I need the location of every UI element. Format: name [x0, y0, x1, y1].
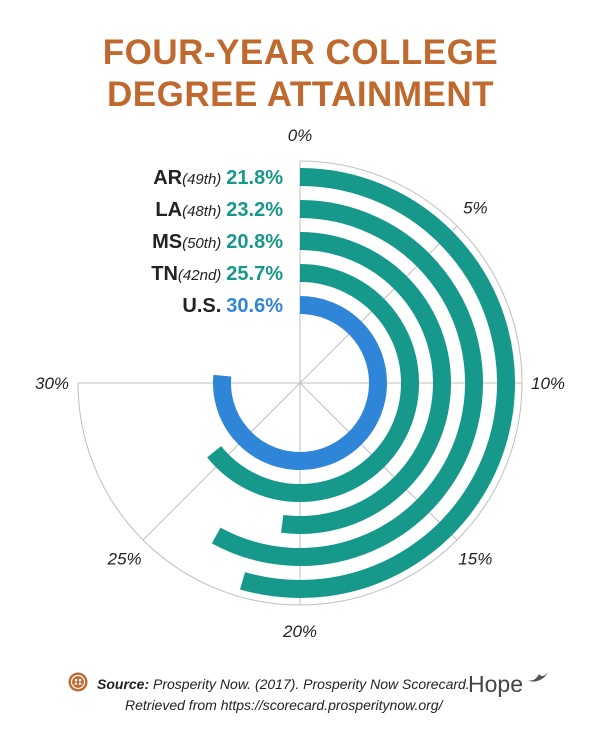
series-label: MS(50th) 20.8%: [152, 231, 283, 253]
tick-label: 25%: [107, 549, 142, 568]
series-name: MS: [152, 231, 182, 253]
chart-bars: [207, 168, 515, 598]
title-line-1: FOUR-YEAR COLLEGE: [102, 33, 499, 72]
radial-bar-chart: 0% 5% 10% 15% 20% 25% 30% AR(49th) 21.8% LA(48th…: [35, 126, 565, 641]
series-label: AR(49th) 21.8%: [153, 167, 283, 189]
bird-icon: [528, 672, 548, 682]
series-value: 30.6%: [226, 295, 283, 317]
series-rank: (42nd): [178, 267, 221, 284]
tick-label: 10%: [531, 374, 565, 393]
series-rank: (50th): [182, 235, 221, 252]
tick-label: 20%: [282, 622, 317, 641]
source-citation: Source: Prosperity Now. (2017). Prosperi…: [97, 676, 470, 692]
bar-tn: [207, 264, 419, 502]
series-rank: (49th): [182, 171, 221, 188]
source-label: Source:: [97, 676, 150, 692]
source-text: Prosperity Now. (2017). Prosperity Now S…: [149, 676, 470, 692]
chart-title: FOUR-YEAR COLLEGE DEGREE ATTAINMENT: [0, 32, 601, 116]
series-name: LA: [155, 199, 182, 221]
hope-logo-icon: [68, 672, 88, 692]
series-value: 25.7%: [226, 263, 283, 285]
chart-tick-labels: 0% 5% 10% 15% 20% 25% 30%: [35, 126, 565, 641]
tick-label: 30%: [35, 374, 69, 393]
source-retrieved: Retrieved from https://scorecard.prosper…: [125, 697, 443, 713]
series-label: LA(48th) 23.2%: [155, 199, 283, 221]
series-name: TN: [151, 263, 178, 285]
title-line-2: DEGREE ATTAINMENT: [106, 75, 494, 114]
series-rank: (48th): [182, 203, 221, 220]
series-name: U.S.: [182, 295, 221, 317]
series-value: 23.2%: [226, 199, 283, 221]
bar-us: [213, 296, 387, 470]
bar-ar: [240, 168, 515, 598]
series-value: 21.8%: [226, 167, 283, 189]
tick-label: 15%: [458, 549, 492, 568]
bar-la: [211, 200, 483, 566]
series-label: TN(42nd) 25.7%: [151, 263, 283, 285]
series-label: U.S. 30.6%: [182, 295, 283, 317]
chart-series-labels: AR(49th) 21.8% LA(48th) 23.2% MS(50th) 20.8% T…: [151, 167, 283, 317]
tick-label: 0%: [288, 126, 313, 145]
bar-ms: [281, 232, 451, 534]
series-name: AR: [153, 167, 182, 189]
tick-label: 5%: [463, 199, 488, 218]
brand-name: Hope: [468, 671, 523, 697]
chart-grid: [77, 160, 523, 606]
series-value: 20.8%: [226, 231, 283, 253]
